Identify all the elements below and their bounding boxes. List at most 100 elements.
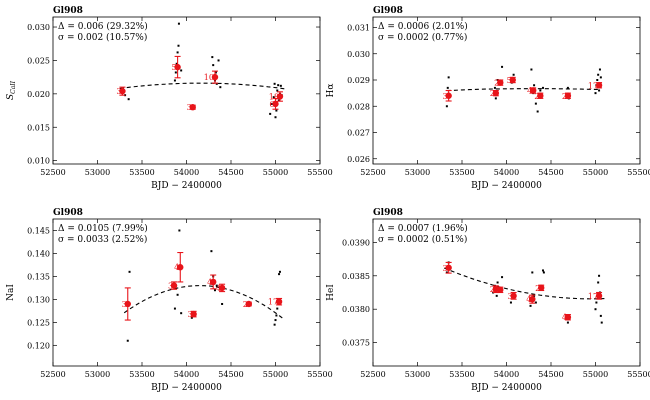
fit-curve [443, 267, 605, 300]
x-tick-label: 54500 [218, 168, 243, 177]
bin-count-label: 4 [207, 278, 212, 287]
x-tick-label: 53500 [129, 370, 154, 379]
x-tick-label: 55500 [627, 168, 650, 177]
raw-data-point [269, 112, 272, 115]
raw-data-point [446, 86, 449, 89]
y-tick-label: 0.125 [27, 318, 50, 327]
x-tick-label: 53000 [405, 168, 430, 177]
raw-data-point [127, 98, 130, 101]
bin-count-label: 5 [507, 76, 512, 85]
binned-point [177, 264, 184, 271]
raw-data-point [276, 89, 279, 92]
raw-data-point [180, 69, 183, 72]
y-axis-label: NaI [6, 284, 16, 301]
x-axis-label: BJD − 2400000 [151, 383, 222, 393]
x-tick-label: 55000 [263, 370, 288, 379]
stats-annotation: Δ = 0.0105 (7.99%) [58, 223, 148, 234]
raw-data-point [274, 319, 277, 322]
raw-data-point [217, 59, 220, 62]
raw-data-point [530, 68, 533, 71]
binned-point [189, 104, 196, 111]
raw-data-point [595, 301, 598, 304]
raw-data-point [215, 284, 218, 287]
binned-point [190, 310, 197, 318]
x-tick-label: 53500 [449, 168, 474, 177]
raw-data-point [533, 294, 536, 297]
bin-count-label: 2 [535, 284, 540, 293]
chart-panel-1: Gl908 52500 53000 53500 54000 54500 55000 55500… [6, 6, 333, 191]
raw-data-point [501, 65, 504, 68]
y-tick-label: 0.020 [27, 90, 50, 99]
raw-data-point [273, 323, 276, 326]
stats-annotation: σ = 0.0033 (2.52%) [58, 234, 147, 245]
y-axis-label-main: S [6, 94, 16, 100]
bin-count-label: 3 [188, 310, 193, 319]
x-tick-label: 54500 [538, 370, 563, 379]
binned-point [497, 79, 504, 86]
raw-data-point [126, 339, 129, 342]
bin-count-label: 5 [172, 63, 177, 72]
bin-count-label: 17 [588, 292, 598, 301]
raw-data-point [277, 84, 280, 87]
raw-data-point [529, 304, 532, 307]
raw-data-point [599, 314, 602, 317]
raw-data-point [276, 307, 279, 310]
bin-count-label: 3 [508, 292, 513, 301]
x-tick-label: 55500 [627, 370, 650, 379]
fit-curve [446, 88, 601, 92]
raw-data-point [494, 97, 497, 100]
raw-data-point [180, 312, 183, 315]
chart-title: Gl908 [53, 208, 83, 218]
raw-data-point [541, 269, 544, 272]
binned-point [529, 295, 536, 303]
x-axis-label: BJD − 2400000 [471, 181, 542, 191]
stats-annotation: σ = 0.0002 (0.51%) [378, 234, 467, 245]
raw-data-point [174, 71, 177, 74]
bin-count-label: 2 [562, 92, 567, 101]
y-axis-label: Hα [326, 84, 336, 98]
y-tick-label: 0.030 [347, 50, 370, 59]
y-tick-label: 0.015 [27, 123, 50, 132]
binned-point [276, 93, 284, 100]
raw-data-point [531, 271, 534, 274]
raw-data-point [173, 307, 176, 310]
raw-data-point [178, 229, 181, 232]
x-tick-label: 53000 [85, 168, 110, 177]
binned-point [174, 63, 181, 71]
bin-count-label: 4 [527, 87, 532, 96]
chart-title: Gl908 [373, 6, 403, 16]
raw-data-point [597, 73, 600, 76]
raw-data-point [597, 281, 600, 284]
x-tick-label: 52500 [360, 168, 385, 177]
raw-data-point [566, 86, 569, 89]
raw-data-point [190, 316, 193, 319]
raw-data-point [278, 99, 281, 102]
bin-count-label: 2 [243, 300, 248, 309]
y-tick-label: 0.145 [27, 226, 50, 235]
bin-count-label: 4 [174, 263, 179, 272]
y-tick-label: 0.140 [27, 249, 50, 258]
x-tick-label: 54000 [174, 370, 199, 379]
bin-count-label: 4 [216, 284, 221, 293]
raw-data-point [176, 293, 179, 296]
x-tick-label: 52500 [40, 370, 65, 379]
raw-data-point [594, 308, 597, 311]
bin-count-label: 3 [443, 92, 448, 101]
raw-data-point [594, 92, 597, 95]
bin-count-label: 3 [443, 264, 448, 273]
chart-title: Gl908 [373, 208, 403, 218]
x-tick-label: 54000 [494, 168, 519, 177]
raw-data-point [275, 314, 278, 317]
raw-data-point [509, 301, 512, 304]
bin-count-label: 6 [269, 100, 274, 109]
raw-data-point [533, 84, 536, 87]
raw-data-point [221, 302, 224, 305]
raw-data-point [278, 270, 281, 273]
raw-data-point [534, 102, 537, 105]
x-axis-label: BJD − 2400000 [471, 383, 542, 393]
binned-point [119, 87, 126, 95]
binned-point [211, 73, 219, 81]
bin-count-label: 2 [490, 89, 495, 98]
y-tick-label: 0.130 [27, 295, 50, 304]
